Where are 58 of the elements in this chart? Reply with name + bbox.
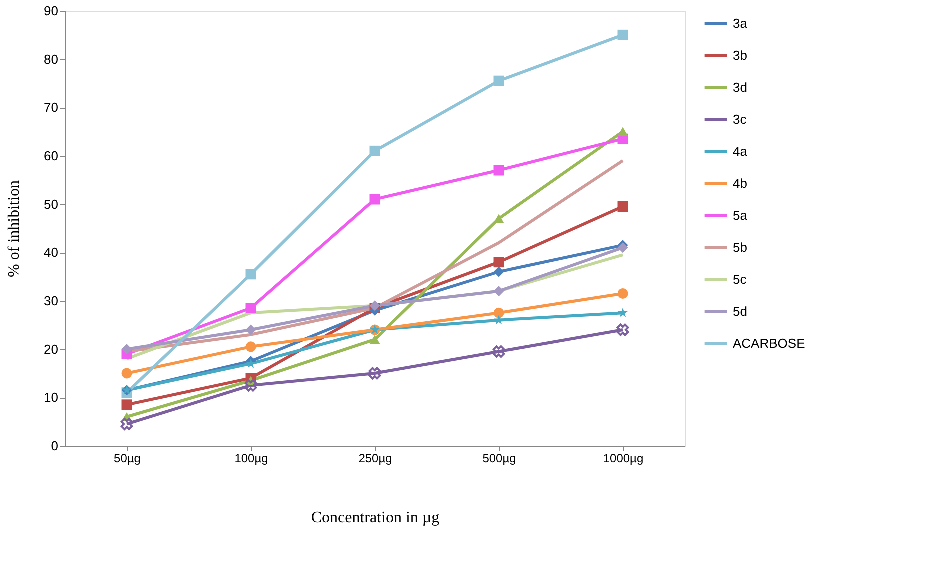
y-tick-label: 60 — [44, 148, 58, 164]
point — [618, 288, 628, 299]
legend-label: 3d — [733, 80, 748, 95]
legend-label: 3a — [733, 16, 748, 31]
point — [122, 400, 132, 410]
point — [246, 324, 256, 336]
y-tick-label: 0 — [51, 438, 58, 454]
legend-label: 5b — [733, 240, 748, 255]
y-tick-label: 70 — [44, 100, 58, 116]
y-tick-label: 80 — [44, 52, 58, 67]
point — [370, 300, 380, 312]
point — [368, 367, 382, 380]
point — [246, 358, 256, 368]
legend-label: 5d — [733, 304, 748, 319]
point — [494, 266, 504, 278]
point — [246, 342, 256, 352]
legend-label: 4a — [733, 144, 748, 159]
x-tick-label: 100µg — [234, 452, 268, 466]
legend-label: 4b — [733, 176, 748, 191]
legend-label: 3c — [733, 112, 748, 127]
point — [494, 257, 504, 268]
legend-label: 3b — [733, 48, 748, 63]
y-tick-label: 10 — [44, 390, 58, 406]
y-tick-label: 50 — [44, 196, 58, 212]
x-tick-label: 250µg — [358, 452, 392, 466]
point — [492, 346, 506, 358]
point — [120, 418, 134, 430]
y-axis-title: % of inhibition — [6, 180, 24, 278]
point — [494, 286, 504, 297]
point — [370, 194, 380, 205]
point — [246, 303, 256, 314]
point — [618, 127, 628, 136]
x-axis-title: Concentration in µg — [311, 510, 440, 526]
point — [618, 30, 628, 40]
point — [618, 242, 628, 254]
point — [618, 202, 628, 212]
point — [244, 379, 258, 392]
point — [494, 308, 504, 318]
y-tick-label: 20 — [44, 342, 58, 357]
point — [494, 76, 504, 86]
x-tick-label: 50µg — [114, 452, 141, 466]
legend-label: 5a — [733, 208, 748, 223]
legend-label: ACARBOSE — [733, 336, 806, 351]
point — [494, 315, 504, 325]
point — [122, 368, 132, 379]
point — [494, 165, 504, 176]
y-tick-label: 40 — [44, 245, 58, 260]
point — [616, 324, 630, 336]
y-tick-label: 90 — [44, 4, 58, 18]
legend-label: 5c — [733, 272, 748, 287]
point — [246, 269, 256, 280]
x-tick-label: 500µg — [482, 452, 516, 466]
point — [618, 308, 628, 318]
point — [122, 344, 132, 355]
point — [370, 146, 380, 156]
x-tick-label: 1000µg — [603, 452, 644, 466]
point — [370, 335, 380, 344]
y-tick-label: 30 — [44, 294, 58, 308]
